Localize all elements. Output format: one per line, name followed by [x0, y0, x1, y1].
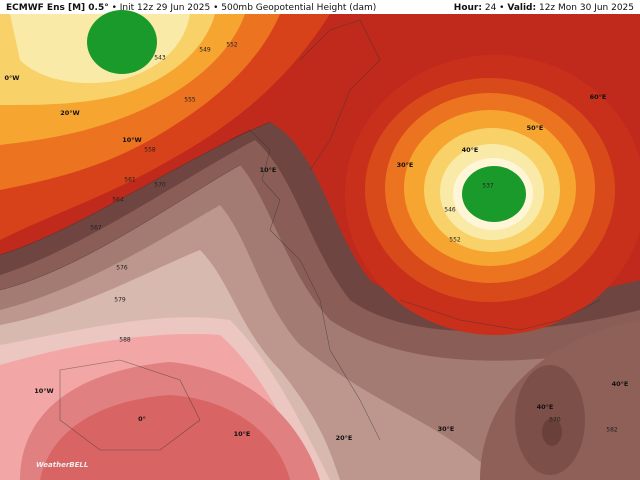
graticule-label: 0°W — [5, 74, 20, 82]
contour-label: 543 — [154, 55, 166, 62]
graticule-label: 10°W — [122, 136, 141, 144]
header-right: Hour: 24 • Valid: 12z Mon 30 Jun 2025 — [454, 3, 634, 13]
contour-label: 564 — [112, 197, 124, 204]
model-title: ECMWF Ens [M] 0.5° — [6, 3, 109, 13]
graticule-label: 10°E — [260, 166, 277, 174]
contour-line — [0, 121, 271, 256]
coastline — [59, 359, 201, 451]
contour-fill — [542, 418, 562, 446]
coastline — [299, 19, 381, 171]
contour-label: 555 — [184, 97, 196, 104]
map: 543 549 552 555 558 561 564 567 570 576 579 588 546 5… — [0, 10, 640, 480]
header-left: ECMWF Ens [M] 0.5° • Init 12z 29 Jun 202… — [6, 3, 376, 13]
contour-label: 576 — [116, 265, 128, 272]
graticule-label: 40°E — [612, 380, 629, 388]
product-name: 500mb Geopotential Height (dam) — [221, 3, 376, 13]
graticule-label: 50°E — [527, 124, 544, 132]
valid-label: Valid: — [507, 3, 536, 13]
graticule-label: 60°E — [590, 93, 607, 101]
graticule-label: 0° — [138, 415, 146, 423]
contour-label: 549 — [199, 47, 211, 54]
graticule-label: 30°E — [397, 161, 414, 169]
contour-label: 552 — [226, 42, 238, 49]
header-bar — [0, 0, 640, 14]
contour-label: 537 — [482, 183, 494, 190]
graticule-label: 20°W — [60, 109, 79, 117]
graticule-label: 40°E — [462, 146, 479, 154]
graticule-label: 40°E — [537, 403, 554, 411]
coastline — [399, 299, 601, 331]
contour-line — [0, 164, 241, 291]
contour-label: 546 — [444, 207, 456, 214]
init-time: • Init 12z 29 Jun 2025 • — [112, 3, 219, 13]
contour-label: 582 — [606, 427, 618, 434]
contour-label: 561 — [124, 177, 136, 184]
hour-label: Hour: — [454, 3, 482, 13]
contour-label: 552 — [449, 237, 461, 244]
valid-time: 12z Mon 30 Jun 2025 — [539, 3, 634, 13]
low-center — [462, 166, 526, 222]
contour-fill — [40, 395, 290, 480]
contour-label: 567 — [90, 225, 102, 232]
graticule-label: 30°E — [438, 425, 455, 433]
contour-label: 579 — [114, 297, 126, 304]
header: ECMWF Ens [M] 0.5° • Init 12z 29 Jun 202… — [6, 3, 634, 13]
coastline — [229, 129, 381, 441]
contour-label: 570 — [154, 182, 166, 189]
graticule-label: 10°W — [34, 387, 53, 395]
graticule-label: 10°E — [234, 430, 251, 438]
contour-label: 588 — [119, 337, 131, 344]
logo: WeatherBELL — [36, 461, 88, 469]
contour-label: 570 — [549, 417, 561, 424]
graticule-label: 20°E — [336, 434, 353, 442]
contour-label: 558 — [144, 147, 156, 154]
hour-value: 24 • — [485, 3, 505, 13]
low-center — [87, 10, 157, 74]
